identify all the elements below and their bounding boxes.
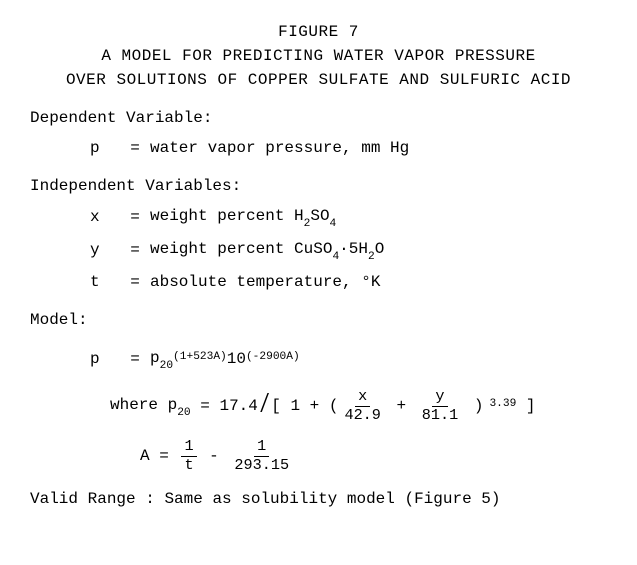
model-eqn-where: where p20 = 17.4 / [ 1 + ( x 42.9 + y 81… <box>110 387 607 425</box>
def-t-eq: = <box>120 270 150 294</box>
title-line-2: OVER SOLUTIONS OF COPPER SULFATE AND SUL… <box>30 68 607 92</box>
def-x-eq: = <box>120 205 150 229</box>
def-y-pre: weight percent CuSO <box>150 240 332 258</box>
def-x-mid: SO <box>310 207 329 225</box>
bracket-close: ] <box>526 394 536 418</box>
where-sub20: 20 <box>177 407 190 419</box>
model-exp2: (-2900A) <box>246 349 300 366</box>
frac-1t-num: 1 <box>181 439 196 456</box>
model-block: p = p20 (1+523A)10(-2900A) where p20 = 1… <box>90 346 607 473</box>
def-x-sub2: 4 <box>330 218 337 230</box>
model-eqn-A: A = 1 t - 1 293.15 <box>140 439 607 472</box>
def-y-sub1: 4 <box>332 251 339 263</box>
def-y-sub2: 2 <box>368 251 375 263</box>
valid-range-text: Same as solubility model (Figure 5) <box>164 490 500 508</box>
big-slash: / <box>259 387 270 425</box>
figure-label: FIGURE 7 <box>30 20 607 44</box>
def-y-eq: = <box>120 238 150 262</box>
valid-range-row: Valid Range : Same as solubility model (… <box>30 487 607 511</box>
frac-y-num: y <box>432 389 447 406</box>
section-model: Model: <box>30 308 607 332</box>
power-339: 3.39 <box>489 396 516 413</box>
def-x-row: x = weight percent H2SO4 <box>90 204 607 231</box>
frac-x-den: 42.9 <box>341 407 383 423</box>
model-eqn-p: p = p20 (1+523A)10(-2900A) <box>90 346 607 373</box>
def-y-sym: y <box>90 238 120 262</box>
model-p-sym: p <box>90 347 120 371</box>
where-pre: where p <box>110 396 177 414</box>
def-y-row: y = weight percent CuSO4·5H2O <box>90 237 607 264</box>
A-eq: = <box>159 444 169 468</box>
model-ten: 10 <box>227 347 246 371</box>
def-t-sym: t <box>90 270 120 294</box>
def-x-text: weight percent H2SO4 <box>150 204 607 231</box>
def-x-sub1: 2 <box>304 218 311 230</box>
frac-x: x 42.9 <box>341 389 383 422</box>
def-y-text: weight percent CuSO4·5H2O <box>150 237 607 264</box>
def-y-dot: ·5H <box>339 240 368 258</box>
def-p-eq: = <box>120 136 150 160</box>
where-label: where p20 <box>110 393 191 420</box>
paren-close: ) <box>474 394 484 418</box>
def-y-post: O <box>375 240 385 258</box>
model-p20-sub: 20 <box>160 360 173 372</box>
title-line-1: A MODEL FOR PREDICTING WATER VAPOR PRESS… <box>30 44 607 68</box>
valid-range-label: Valid Range : <box>30 490 155 508</box>
model-exp1: (1+523A) <box>173 349 227 366</box>
def-x-pre: weight percent H <box>150 207 304 225</box>
def-p-text: water vapor pressure, mm Hg <box>150 136 607 160</box>
def-t-text: absolute temperature, °K <box>150 270 607 294</box>
def-x-sym: x <box>90 205 120 229</box>
A-minus: - <box>209 444 219 468</box>
def-p-row: p = water vapor pressure, mm Hg <box>90 136 607 160</box>
def-t-row: t = absolute temperature, °K <box>90 270 607 294</box>
frac-1t-den: t <box>181 457 196 473</box>
def-p-sym: p <box>90 136 120 160</box>
frac-y: y 81.1 <box>419 389 461 422</box>
bracket-open: [ 1 + ( <box>271 394 338 418</box>
frac-1293-num: 1 <box>254 439 269 456</box>
frac-1-293: 1 293.15 <box>231 439 292 472</box>
frac-1293-den: 293.15 <box>231 457 292 473</box>
model-p20-p: p <box>150 349 160 367</box>
model-p20-base: p20 <box>150 346 173 373</box>
section-dependent: Dependent Variable: <box>30 106 607 130</box>
model-p-eq: = <box>120 347 150 371</box>
section-independent: Independent Variables: <box>30 174 607 198</box>
where-eq: = 17.4 <box>200 394 258 418</box>
frac-1-t: 1 t <box>181 439 196 472</box>
A-sym: A <box>140 444 150 468</box>
frac-y-den: 81.1 <box>419 407 461 423</box>
frac-x-num: x <box>355 389 370 406</box>
plus-1: + <box>397 394 407 418</box>
